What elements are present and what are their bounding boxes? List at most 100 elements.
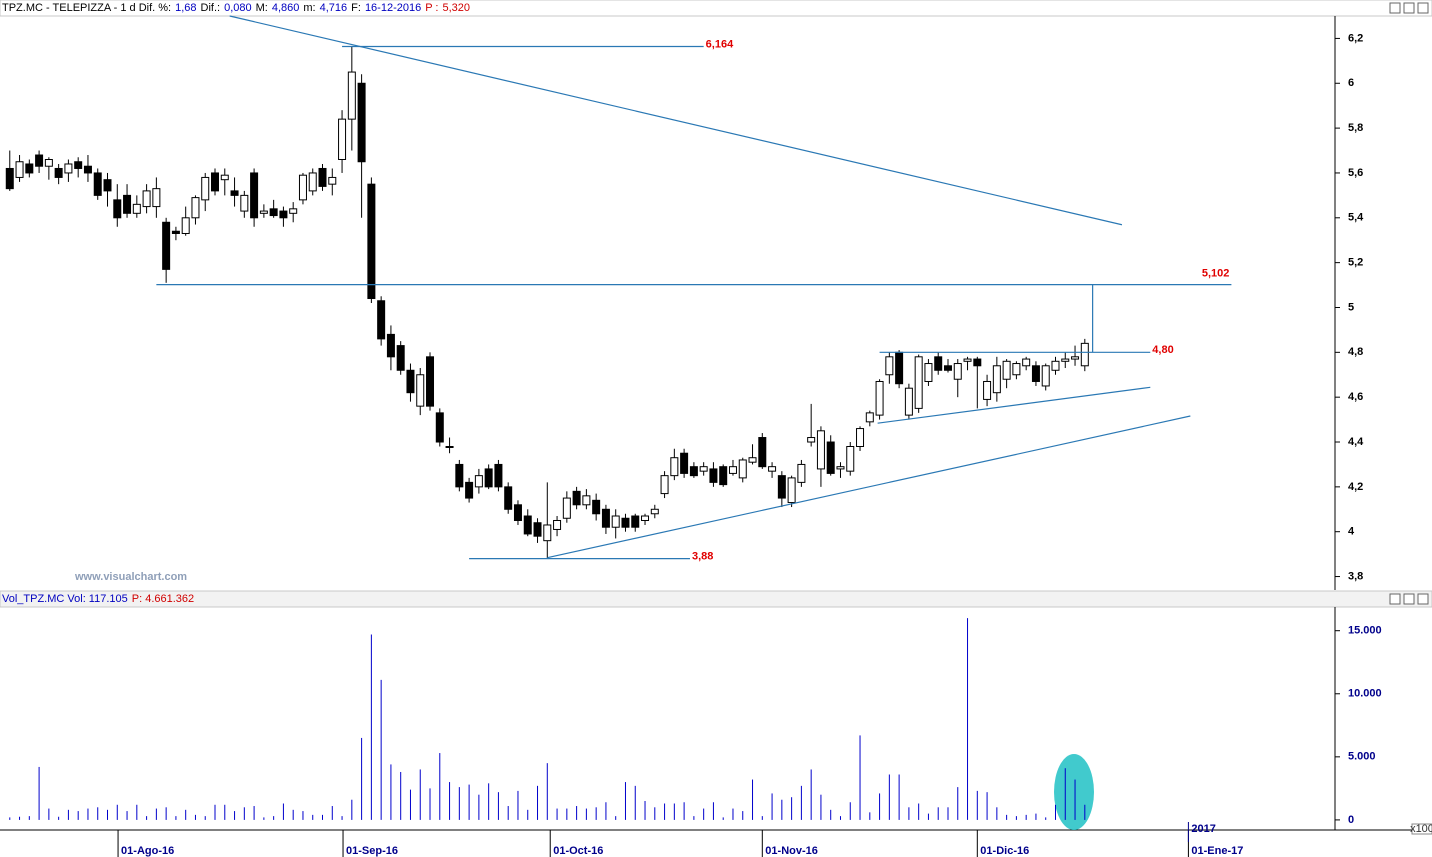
close-button[interactable] xyxy=(1417,2,1429,14)
candle-body xyxy=(35,154,44,167)
candle-body xyxy=(240,194,249,212)
candle-body xyxy=(826,441,835,474)
close-button[interactable] xyxy=(1417,593,1429,605)
trendline xyxy=(229,15,1123,226)
candle-body xyxy=(650,508,659,515)
maximize-button[interactable] xyxy=(1403,2,1415,14)
trendline xyxy=(877,386,1151,424)
candle-body xyxy=(93,172,102,196)
candle-body xyxy=(54,167,63,178)
candle-body xyxy=(25,163,34,174)
candle-body xyxy=(279,210,288,219)
x-tick-label: 01-Sep-16 xyxy=(346,845,398,857)
candle-body xyxy=(621,517,630,528)
candle-body xyxy=(1002,360,1011,380)
candle-body xyxy=(289,208,298,214)
y-tick-label: 6 xyxy=(1348,77,1354,89)
candle-body xyxy=(181,217,190,234)
y-tick-label: 6,2 xyxy=(1348,32,1363,44)
candle-body xyxy=(5,167,14,190)
candle-body xyxy=(1071,356,1080,360)
candle-body xyxy=(465,481,474,499)
candle-body xyxy=(846,446,855,472)
candle-body xyxy=(562,497,571,519)
header-text: F: xyxy=(351,2,361,14)
candle-body xyxy=(504,486,513,510)
header-text: 0,080 xyxy=(224,2,252,14)
x-tick-label: 01-Oct-16 xyxy=(553,845,603,857)
candle-body xyxy=(768,466,777,472)
minimize-button[interactable] xyxy=(1389,2,1401,14)
candle-body xyxy=(719,466,728,486)
year-label: 2017 xyxy=(1191,823,1215,835)
candle-body xyxy=(914,356,923,409)
candle-body xyxy=(1022,358,1031,367)
candle-body xyxy=(983,380,992,400)
header-text: 5,320 xyxy=(442,2,471,14)
candle-body xyxy=(201,176,210,201)
y-tick-label: 3,8 xyxy=(1348,570,1363,582)
candle-body xyxy=(807,437,816,443)
candle-body xyxy=(103,179,112,192)
candle-body xyxy=(357,82,366,163)
candle-body xyxy=(298,174,307,201)
candle-body xyxy=(641,515,650,521)
header-text: Dif.: xyxy=(200,2,221,14)
candle-body xyxy=(318,167,327,187)
level-label: 4,80 xyxy=(1152,344,1173,356)
candle-body xyxy=(856,428,865,447)
candle-body xyxy=(64,163,73,174)
candle-body xyxy=(582,495,591,506)
candle-body xyxy=(1012,363,1021,376)
y-tick-label: 0 xyxy=(1348,814,1354,826)
candle-body xyxy=(934,356,943,371)
candle-body xyxy=(44,159,53,167)
candle-body xyxy=(670,457,679,477)
candle-body xyxy=(83,165,92,174)
candle-body xyxy=(523,515,532,535)
x-tick-label: 01-Ago-16 xyxy=(121,845,174,857)
trendline xyxy=(547,415,1191,559)
candle-body xyxy=(347,71,356,120)
header-text: 16-12-2016 xyxy=(364,2,422,14)
y-tick-label: 5.000 xyxy=(1348,751,1376,763)
candle-body xyxy=(416,374,425,407)
candle-body xyxy=(601,508,610,528)
candle-body xyxy=(836,466,845,470)
candle-body xyxy=(1031,365,1040,382)
candle-body xyxy=(1080,342,1089,367)
minimize-button[interactable] xyxy=(1389,593,1401,605)
candle-body xyxy=(943,365,952,371)
window-buttons[interactable] xyxy=(1389,2,1429,605)
candle-body xyxy=(885,356,894,376)
candle-body xyxy=(494,463,503,488)
y-tick-label: 4,2 xyxy=(1348,481,1363,493)
candle-body xyxy=(748,457,757,463)
candle-body xyxy=(328,176,337,185)
maximize-button[interactable] xyxy=(1403,593,1415,605)
y-tick-label: 5,8 xyxy=(1348,122,1363,134)
candle-body xyxy=(777,475,786,499)
candle-body xyxy=(953,363,962,380)
candle-body xyxy=(269,208,278,217)
candle-body xyxy=(728,466,737,474)
candle-body xyxy=(152,188,161,208)
unit-box xyxy=(1411,823,1432,835)
candle-body xyxy=(1061,358,1070,362)
candle-body xyxy=(220,174,229,181)
candle-body xyxy=(865,412,874,423)
candle-body xyxy=(631,515,640,528)
watermark: www.visualchart.com xyxy=(74,571,187,583)
x-tick-label: 01-Dic-16 xyxy=(980,845,1029,857)
unit-label: x100 xyxy=(1410,823,1432,835)
candle-body xyxy=(816,430,825,470)
volume-header: Vol_TPZ.MC Vol: 117.105 P: 4.661.362 xyxy=(0,591,1432,607)
header-text: P : xyxy=(425,2,439,14)
y-tick-label: 15.000 xyxy=(1348,625,1382,637)
candle-body xyxy=(15,161,24,178)
level-label: 3,88 xyxy=(692,551,713,563)
candle-body xyxy=(396,345,405,371)
header-text: TPZ.MC - TELEPIZZA - 1 d Dif. %: xyxy=(2,2,172,14)
candle-body xyxy=(367,183,376,300)
